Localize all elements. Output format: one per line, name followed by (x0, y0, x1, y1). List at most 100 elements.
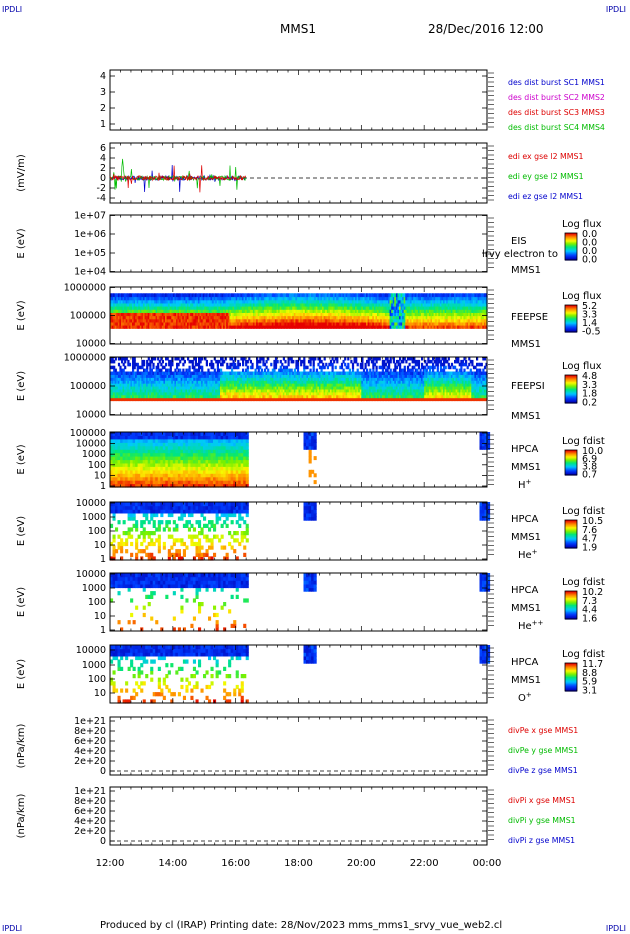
heatmap-cell (276, 397, 279, 402)
heatmap-cell (251, 371, 254, 375)
heatmap-cell (117, 357, 121, 361)
heatmap-cell (307, 374, 311, 378)
heatmap-cell (144, 383, 147, 387)
heatmap-cell (124, 306, 127, 310)
heatmap-cell (165, 315, 168, 320)
heatmap-cell (144, 296, 147, 301)
heatmap-cell (322, 377, 325, 381)
heatmap-cell (383, 312, 386, 317)
heatmap-cell (355, 309, 358, 313)
heatmap-cell (185, 306, 188, 310)
heatmap-cell (285, 368, 289, 373)
heatmap-cell (355, 321, 358, 326)
heatmap-cell (356, 306, 359, 310)
heatmap-cell (344, 357, 347, 361)
heatmap-cell (194, 394, 197, 399)
heatmap-cell (315, 391, 318, 396)
heatmap-cell (318, 374, 322, 378)
heatmap-cell (171, 315, 174, 320)
heatmap-cell (466, 318, 469, 323)
heatmap-cell (466, 293, 469, 298)
y-tick-label: 1e+04 (74, 267, 106, 278)
heatmap-cell (163, 315, 166, 320)
heatmap-cell (314, 299, 317, 304)
heatmap-cell (322, 321, 325, 326)
heatmap-cell (262, 377, 265, 381)
heatmap-cell (132, 394, 135, 399)
heatmap-cell (234, 380, 237, 384)
heatmap-cell (331, 394, 334, 399)
heatmap-cell (381, 321, 384, 326)
heatmap-cell (457, 296, 460, 301)
heatmap-cell (345, 391, 348, 396)
heatmap-cell (121, 394, 124, 399)
heatmap-cell (438, 309, 441, 313)
heatmap-cell (287, 293, 290, 298)
heatmap-cell (110, 306, 113, 310)
heatmap-cell (329, 296, 333, 301)
heatmap-cell (293, 380, 296, 384)
heatmap-cell (154, 397, 157, 402)
heatmap-cell (331, 357, 334, 361)
heatmap-cell (216, 299, 219, 304)
heatmap-cell (205, 397, 208, 402)
heatmap-cell (344, 296, 347, 301)
heatmap-cell (234, 299, 237, 304)
heatmap-cell (130, 394, 133, 399)
heatmap-cell (130, 388, 133, 393)
heatmap-cell (221, 388, 224, 393)
heatmap-cell (317, 309, 320, 313)
heatmap-cell (281, 309, 284, 313)
heatmap-cell (344, 383, 347, 387)
heatmap-cell (176, 321, 179, 326)
heatmap-cell (290, 325, 293, 329)
heatmap-cell (263, 293, 267, 298)
heatmap-cell (154, 302, 157, 307)
heatmap-cell (237, 293, 240, 298)
heatmap-cell (443, 318, 446, 323)
heatmap-cell (375, 302, 378, 307)
heatmap-cell (240, 394, 243, 399)
heatmap-cell (458, 309, 461, 313)
heatmap-cell (268, 299, 271, 304)
heatmap-cell (188, 383, 191, 387)
heatmap-cell (306, 383, 309, 387)
colorbar-cell (565, 254, 577, 257)
heatmap-cell (369, 299, 372, 304)
heatmap-cell (414, 312, 417, 317)
heatmap-cell (190, 296, 193, 301)
heatmap-cell (397, 315, 400, 320)
heatmap-cell (127, 302, 130, 307)
heatmap-cell (207, 293, 210, 298)
heatmap-cell (282, 315, 285, 320)
heatmap-cell (158, 391, 161, 396)
heatmap-cell (395, 293, 399, 298)
heatmap-cell (336, 315, 339, 320)
heatmap-cell (273, 312, 276, 317)
heatmap-cell (278, 309, 281, 313)
heatmap-cell (303, 386, 306, 390)
heatmap-cell (347, 293, 350, 298)
heatmap-cell (449, 325, 452, 329)
heatmap-cell (443, 312, 446, 317)
heatmap-cell (373, 293, 377, 298)
heatmap-cell (251, 299, 254, 304)
heatmap-cell (414, 302, 417, 307)
heatmap-cell (295, 306, 298, 310)
heatmap-cell (121, 293, 124, 298)
heatmap-cell (362, 312, 366, 317)
heatmap-cell (370, 293, 373, 298)
heatmap-cell (263, 296, 267, 301)
heatmap-cell (300, 383, 303, 387)
heatmap-cell (215, 293, 218, 298)
heatmap-cell (235, 309, 238, 313)
heatmap-cell (281, 394, 284, 399)
heatmap-cell (483, 309, 487, 313)
heatmap-cell (243, 394, 246, 399)
heatmap-cell (378, 293, 381, 298)
heatmap-cell (248, 306, 251, 310)
heatmap-cell (377, 293, 380, 298)
heatmap-cell (325, 306, 328, 310)
heatmap-cell (276, 380, 279, 384)
colorbar-cell (565, 318, 577, 321)
